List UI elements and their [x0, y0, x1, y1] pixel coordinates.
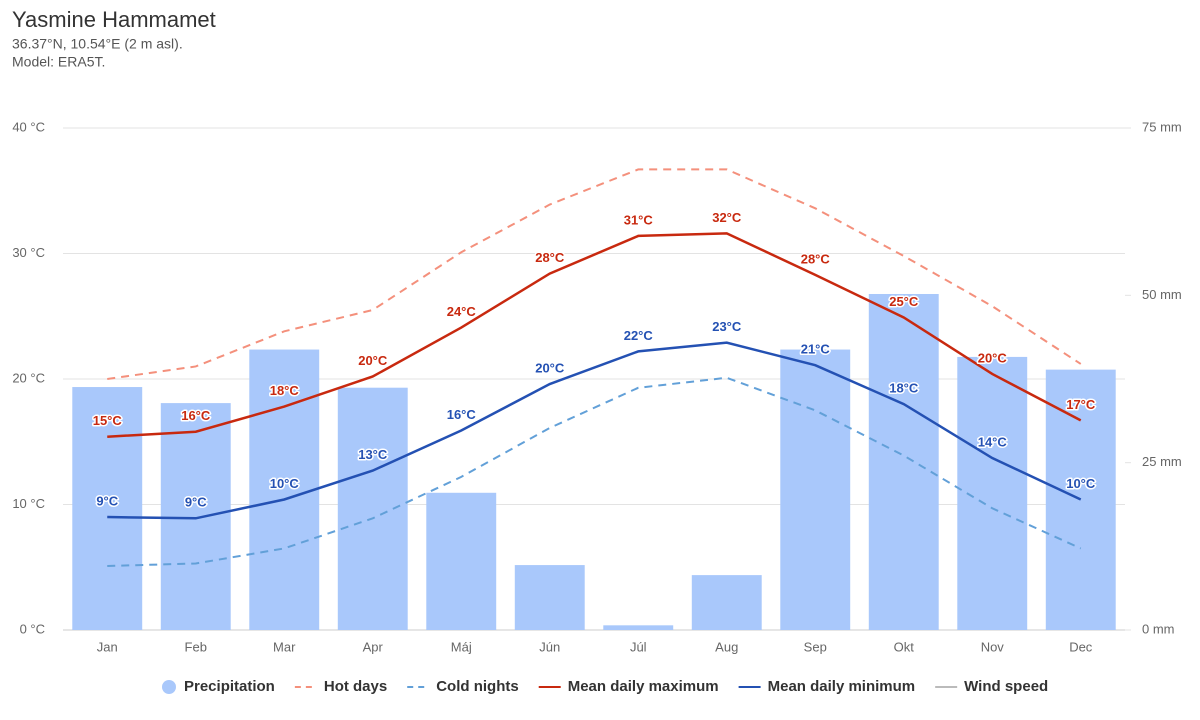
x-tick-label: Aug — [715, 639, 738, 654]
x-tick-label: Jan — [97, 639, 118, 654]
bar — [603, 625, 674, 630]
bar — [691, 575, 762, 630]
y-tick-label: 40 °C — [12, 119, 45, 134]
x-tick-label: Feb — [185, 639, 207, 654]
grid — [63, 127, 1131, 631]
y2-tick-label: 25 mm — [1142, 454, 1182, 469]
data-label: 20°C — [535, 360, 565, 375]
data-label: 20°C — [978, 350, 1008, 365]
data-label: 21°C — [801, 342, 831, 357]
line — [107, 232, 1082, 438]
data-label: 28°C — [535, 250, 565, 265]
chart-title: Yasmine Hammamet — [12, 7, 216, 32]
x-tick-label: Júl — [630, 639, 647, 654]
x-tick-label: Mar — [273, 639, 296, 654]
line — [107, 168, 1082, 380]
x-tick-label: Okt — [894, 639, 915, 654]
x-tick-label: Nov — [981, 639, 1005, 654]
data-label: 25°C — [889, 294, 919, 309]
y-tick-label: 20 °C — [12, 370, 45, 385]
legend-label: Mean daily maximum — [568, 678, 719, 695]
x-tick-label: Apr — [363, 639, 384, 654]
data-label: 31°C — [624, 212, 654, 227]
legend-label: Hot days — [324, 678, 387, 695]
bar — [426, 492, 497, 630]
data-label: 9°C — [185, 495, 207, 510]
y2-tick-label: 75 mm — [1142, 119, 1182, 134]
legend-label: Cold nights — [436, 678, 519, 695]
data-label: 13°C — [358, 447, 388, 462]
lines — [107, 168, 1082, 567]
data-label: 14°C — [978, 435, 1008, 450]
data-label: 20°C — [358, 353, 388, 368]
data-label: 22°C — [624, 328, 654, 343]
data-label: 16°C — [181, 408, 211, 423]
data-label: 32°C — [712, 210, 742, 225]
data-label: 15°C — [93, 413, 123, 428]
legend-symbol — [162, 680, 176, 694]
data-label: 10°C — [270, 476, 300, 491]
bar — [514, 565, 585, 630]
y-tick-label: 10 °C — [12, 496, 45, 511]
bar — [868, 293, 939, 630]
data-label: 17°C — [1066, 397, 1096, 412]
chart-subtitle: 36.37°N, 10.54°E (2 m asl). — [12, 36, 183, 52]
y2-tick-label: 0 mm — [1142, 621, 1175, 636]
bar — [160, 403, 231, 630]
data-label: 28°C — [801, 251, 831, 266]
bar — [337, 387, 408, 630]
data-labels: 15°C 16°C 18°C 20°C 24°C 28°C 31°C 32°C 28°C 25°C… — [91, 208, 1097, 511]
data-label: 24°C — [447, 304, 477, 319]
data-label: 18°C — [270, 383, 300, 398]
x-tick-label: Sep — [804, 639, 827, 654]
data-label: 18°C — [889, 381, 919, 396]
legend-label: Precipitation — [184, 678, 275, 695]
data-label: 9°C — [96, 493, 118, 508]
x-tick-label: Jún — [539, 639, 560, 654]
bars — [72, 293, 1116, 630]
x-tick-label: Dec — [1069, 639, 1093, 654]
line — [107, 341, 1082, 520]
bar — [780, 349, 851, 630]
bar — [1045, 369, 1116, 630]
data-label: 16°C — [447, 407, 477, 422]
x-tick-label: Máj — [451, 639, 472, 654]
data-label: 23°C — [712, 319, 742, 334]
legend-label: Wind speed — [964, 678, 1048, 695]
legend-label: Mean daily minimum — [768, 678, 916, 695]
model-note: Model: ERA5T. — [12, 54, 105, 70]
bar — [72, 387, 143, 630]
y2-tick-label: 50 mm — [1142, 287, 1182, 302]
data-label: 10°C — [1066, 476, 1096, 491]
y-tick-label: 0 °C — [20, 621, 45, 636]
bar — [249, 349, 320, 630]
line — [107, 376, 1082, 567]
y-tick-label: 30 °C — [12, 245, 45, 260]
